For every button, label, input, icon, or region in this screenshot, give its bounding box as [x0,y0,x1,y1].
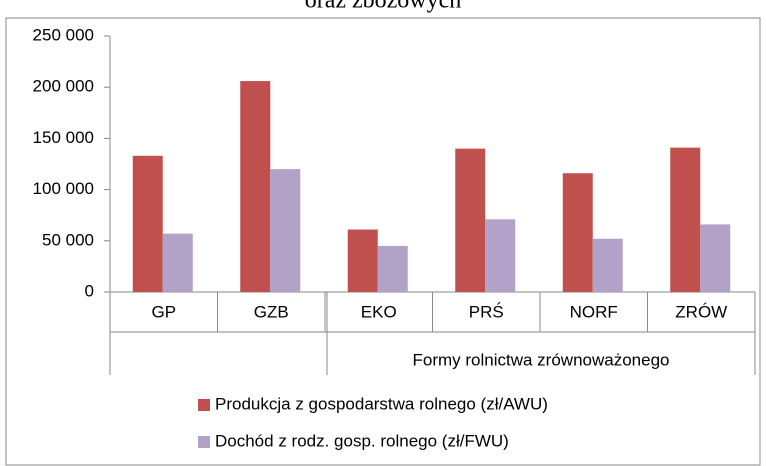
y-tick-label: 0 [85,281,94,300]
y-tick-label: 150 000 [33,128,94,147]
x-tick-label: EKO [361,302,397,321]
chart-frame [5,17,761,466]
bar [485,219,516,292]
y-tick-label: 200 000 [33,77,94,96]
legend-label: Dochód z rodz. gosp. rolnego (zł/FWU) [215,431,509,450]
chart-title: oraz zbożowych [305,0,462,14]
bar [240,81,271,292]
y-tick-label: 100 000 [33,179,94,198]
bar [592,238,623,292]
y-tick-label: 250 000 [33,25,94,44]
x-tick-label: PRŚ [469,302,504,321]
x-tick-label: GP [151,302,176,321]
bar [347,229,378,292]
bar [270,169,301,292]
legend-swatch [198,399,210,411]
bar [562,173,593,292]
x-tick-label: GZB [254,302,289,321]
x-tick-label: ZRÓW [675,302,727,321]
bar [132,155,163,292]
legend-label: Produkcja z gospodarstwa rolnego (zł/AWU… [215,394,548,413]
bar [377,245,408,292]
bar [700,224,731,292]
bar [455,148,486,292]
legend-swatch [198,436,210,448]
x-tick-label: NORF [570,302,618,321]
group-label: Formy rolnictwa zrównoważonego [413,350,670,369]
bar [670,147,701,292]
y-tick-label: 50 000 [42,230,94,249]
bar [162,233,193,292]
